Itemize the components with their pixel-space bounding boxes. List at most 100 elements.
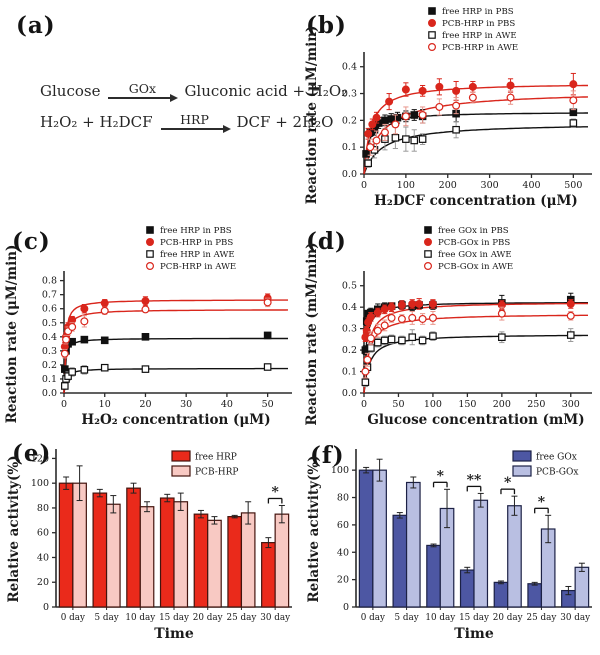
svg-text:free HRP in PBS: free HRP in PBS [160, 226, 232, 236]
right-arrow-icon [108, 94, 179, 102]
svg-text:5 day: 5 day [394, 613, 418, 623]
svg-text:Reaction rate (μM/min): Reaction rate (μM/min) [304, 26, 320, 205]
svg-text:PCB-HRP: PCB-HRP [195, 468, 238, 478]
panel-label-d: (d) [306, 228, 347, 255]
panel-label-e: (e) [12, 440, 52, 467]
svg-text:0.6: 0.6 [42, 304, 57, 315]
svg-text:60: 60 [337, 520, 349, 531]
svg-text:Time: Time [454, 626, 494, 642]
svg-text:20 day: 20 day [193, 613, 223, 623]
svg-text:**: ** [467, 472, 482, 488]
svg-text:0.1: 0.1 [342, 367, 357, 378]
reaction-1-catalyst: GOx [128, 80, 157, 96]
reaction-1-substrate: Glucose [40, 82, 101, 100]
svg-text:200: 200 [439, 180, 457, 191]
reaction-1-product: Gluconic acid + H₂O₂ [184, 82, 348, 100]
chart-c-h2o2-kinetics: 0 10 20 30 40 50 0.0 0.1 0.2 0.3 0.4 0.5 0.6 0.7 0.8 H₂… [4, 226, 292, 428]
svg-text:free GOx in PBS: free GOx in PBS [438, 226, 509, 236]
svg-text:30 day: 30 day [560, 613, 590, 623]
reaction-2-arrow: HRP [160, 111, 231, 133]
svg-text:100: 100 [424, 399, 442, 410]
svg-text:PCB-HRP in PBS: PCB-HRP in PBS [160, 238, 233, 248]
svg-text:0: 0 [43, 602, 49, 613]
svg-text:PCB-GOx in PBS: PCB-GOx in PBS [438, 238, 510, 248]
svg-text:0.7: 0.7 [42, 290, 57, 301]
svg-text:0.3: 0.3 [342, 324, 357, 335]
chart-b-h2dcf-kinetics: 0 100 200 300 400 500 0.0 0.1 0.2 0.3 0.4 H₂DCF con… [304, 7, 592, 209]
svg-text:300: 300 [481, 180, 499, 191]
svg-text:H₂O₂ concentration (μM): H₂O₂ concentration (μM) [81, 412, 270, 428]
svg-text:40: 40 [337, 547, 349, 558]
reaction-1: Glucose GOx Gluconic acid + H₂O₂ [40, 80, 348, 102]
svg-text:20: 20 [37, 577, 49, 588]
reaction-2-substrate: H₂O₂ + H₂DCF [40, 113, 153, 131]
svg-text:H₂DCF concentration (μM): H₂DCF concentration (μM) [374, 193, 578, 209]
svg-text:10: 10 [99, 399, 111, 410]
reaction-scheme: Glucose GOx Gluconic acid + H₂O₂ H₂O₂ + … [40, 80, 348, 133]
svg-text:25 day: 25 day [227, 613, 257, 623]
panel-label-b: (b) [306, 12, 347, 39]
svg-text:free HRP in PBS: free HRP in PBS [442, 7, 514, 17]
svg-text:0.5: 0.5 [42, 318, 57, 329]
svg-text:Reaction rate (mM/min): Reaction rate (mM/min) [304, 242, 320, 425]
svg-text:0 day: 0 day [361, 613, 385, 623]
svg-text:free GOx: free GOx [536, 453, 577, 463]
svg-text:0.4: 0.4 [342, 302, 357, 313]
svg-text:Reaction rate (μM/min): Reaction rate (μM/min) [4, 245, 20, 424]
svg-text:Relative activity(%): Relative activity(%) [6, 455, 22, 602]
svg-text:0: 0 [361, 180, 367, 191]
right-arrow-icon [160, 125, 231, 133]
svg-text:free HRP: free HRP [195, 453, 237, 463]
svg-text:0.3: 0.3 [342, 89, 357, 100]
svg-text:10 day: 10 day [425, 613, 455, 623]
svg-text:0.4: 0.4 [342, 62, 357, 73]
svg-text:0: 0 [343, 602, 349, 613]
svg-text:*: * [437, 468, 445, 484]
svg-text:0: 0 [361, 399, 367, 410]
svg-text:25 day: 25 day [527, 613, 557, 623]
svg-text:80: 80 [337, 493, 349, 504]
chart-f-gox-stability-bars: 0 20 40 60 80 100 0 day 5 day 10 day 15 day 20 day… [306, 449, 592, 642]
reaction-2-catalyst: HRP [180, 111, 209, 127]
svg-text:100: 100 [331, 465, 349, 476]
panel-label-c: (c) [12, 228, 51, 255]
reaction-2: H₂O₂ + H₂DCF HRP DCF + 2H₂O [40, 111, 347, 133]
svg-text:0.1: 0.1 [342, 142, 357, 153]
chart-e-hrp-stability-bars: 0 20 40 60 80 100 120 0 day 5 day 10 day 15 day 20 … [6, 449, 292, 642]
svg-text:0.2: 0.2 [342, 115, 357, 126]
reaction-2-product: DCF + 2H₂O [236, 113, 334, 131]
svg-text:PCB-GOx: PCB-GOx [536, 468, 578, 478]
svg-text:0.4: 0.4 [42, 332, 57, 343]
svg-text:0.5: 0.5 [342, 281, 357, 292]
svg-text:300: 300 [562, 399, 580, 410]
svg-text:400: 400 [522, 180, 540, 191]
svg-text:80: 80 [37, 503, 49, 514]
svg-text:0.1: 0.1 [42, 374, 57, 385]
svg-text:PCB-HRP in AWE: PCB-HRP in AWE [160, 262, 236, 272]
svg-text:250: 250 [527, 399, 545, 410]
svg-text:*: * [271, 484, 279, 500]
svg-text:free GOx in AWE: free GOx in AWE [438, 250, 512, 260]
svg-text:Time: Time [154, 626, 194, 642]
svg-text:PCB-HRP in PBS: PCB-HRP in PBS [442, 19, 515, 29]
svg-text:Glucose concentration (mM): Glucose concentration (mM) [367, 412, 584, 428]
svg-text:120: 120 [31, 453, 49, 464]
svg-text:150: 150 [458, 399, 476, 410]
svg-text:0.3: 0.3 [42, 346, 57, 357]
svg-text:10 day: 10 day [125, 613, 155, 623]
svg-text:0: 0 [61, 399, 67, 410]
svg-text:20: 20 [337, 575, 349, 586]
svg-text:0.2: 0.2 [42, 360, 57, 371]
svg-text:15 day: 15 day [459, 613, 489, 623]
panel-label-f: (f) [310, 442, 345, 469]
svg-text:*: * [504, 475, 512, 491]
svg-text:PCB-GOx in AWE: PCB-GOx in AWE [438, 262, 513, 272]
svg-text:20: 20 [139, 399, 151, 410]
svg-text:500: 500 [564, 180, 582, 191]
chart-d-glucose-kinetics: 0 50 100 150 200 250 300 0.0 0.1 0.2 0.3 0.4 0.5 Gluc… [304, 226, 592, 428]
svg-text:0.0: 0.0 [42, 388, 57, 399]
svg-text:0.0: 0.0 [342, 388, 357, 399]
svg-text:PCB-HRP in AWE: PCB-HRP in AWE [442, 43, 518, 53]
svg-text:40: 40 [221, 399, 233, 410]
